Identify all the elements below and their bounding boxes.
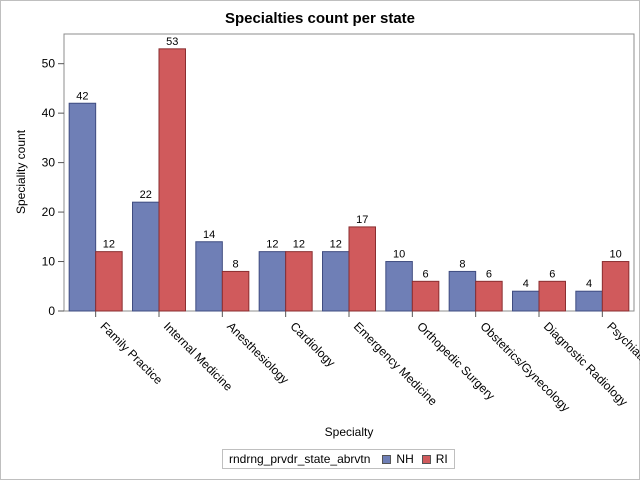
- y-tick-label: 30: [42, 156, 56, 170]
- data-label: 6: [549, 268, 555, 280]
- data-label: 12: [103, 239, 115, 251]
- bar-ri: [348, 226, 376, 312]
- data-label: 12: [266, 239, 278, 251]
- legend-swatch-nh: [382, 454, 392, 464]
- bar-ri: [411, 280, 440, 312]
- bar-nh: [68, 102, 97, 312]
- y-tick-label: 20: [42, 205, 56, 219]
- data-label: 22: [140, 189, 152, 201]
- x-axis-label: Specialty: [325, 425, 374, 439]
- x-tick-label: Cardiology: [288, 319, 338, 369]
- legend-label-nh: NH: [396, 452, 414, 466]
- bar-nh: [448, 270, 477, 312]
- bar-nh: [258, 251, 287, 312]
- legend-swatch-ri: [421, 454, 431, 464]
- y-tick-label: 0: [48, 304, 55, 318]
- bar-nh: [385, 261, 413, 312]
- bar-nh: [322, 251, 350, 312]
- x-tick-label: Family Practice: [98, 319, 166, 387]
- bar-ri: [538, 280, 566, 312]
- x-tick-label: Psychiatry: [604, 319, 640, 368]
- data-label: 8: [459, 258, 465, 270]
- bar-ri: [221, 270, 250, 312]
- bar-ri: [475, 280, 503, 312]
- bar-ri: [601, 261, 630, 312]
- chart-title: Specialties count per state: [224, 10, 416, 27]
- data-label: 53: [166, 36, 178, 48]
- bar-nh: [132, 201, 160, 312]
- data-label: 6: [423, 268, 429, 280]
- data-label: 10: [609, 249, 621, 261]
- y-axis-label: Speciality count: [14, 129, 28, 214]
- bar-nh: [575, 290, 603, 312]
- legend: rndrng_prvdr_state_abrvtn NH RI: [222, 449, 455, 469]
- data-label: 4: [586, 278, 592, 290]
- y-tick-label: 40: [42, 106, 56, 120]
- legend-title: rndrng_prvdr_state_abrvtn: [229, 452, 371, 466]
- data-label: 12: [293, 239, 305, 251]
- y-tick-label: 50: [42, 57, 56, 71]
- data-label: 8: [233, 258, 239, 270]
- data-label: 14: [203, 229, 215, 241]
- bar-ri: [95, 251, 123, 312]
- bar-ri: [158, 48, 186, 312]
- y-tick-label: 10: [42, 255, 56, 269]
- bar-nh: [512, 290, 540, 312]
- legend-label-ri: RI: [435, 452, 448, 466]
- bar-nh: [195, 241, 223, 312]
- data-label: 17: [356, 214, 368, 226]
- data-label: 10: [393, 249, 405, 261]
- data-label: 12: [330, 239, 342, 251]
- data-label: 42: [76, 90, 88, 102]
- x-tick-label: Anesthesiology: [224, 319, 291, 386]
- bar-ri: [285, 251, 313, 312]
- data-label: 6: [486, 268, 492, 280]
- legend-item-nh: NH: [382, 452, 414, 466]
- x-tick-label: Internal Medicine: [161, 319, 236, 394]
- data-label: 4: [523, 278, 529, 290]
- legend-item-ri: RI: [421, 452, 448, 466]
